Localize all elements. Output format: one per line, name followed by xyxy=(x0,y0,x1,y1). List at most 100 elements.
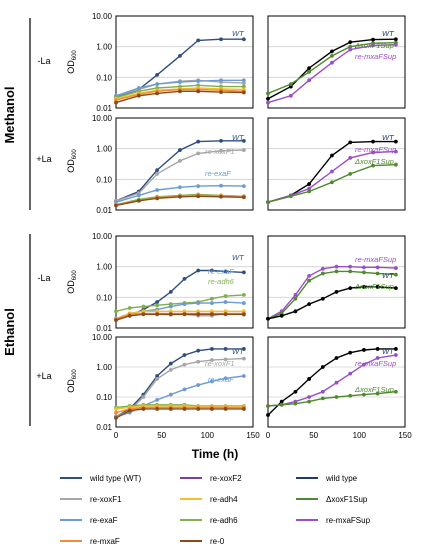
data-point xyxy=(330,49,334,54)
data-point xyxy=(307,78,311,83)
data-point xyxy=(155,73,160,77)
ylabel-sub: 600 xyxy=(72,50,78,61)
data-point xyxy=(196,151,201,156)
ylabel-row1: OD600 xyxy=(66,50,78,74)
data-point xyxy=(241,347,246,351)
ethanol-label: Ethanol xyxy=(2,308,17,356)
data-point xyxy=(371,37,375,42)
data-point xyxy=(266,200,270,205)
legend-item: ΔxoxF1Sup xyxy=(296,495,368,504)
series-annotation: WT xyxy=(382,271,395,280)
data-point xyxy=(182,276,187,281)
y-tick-label: 0.10 xyxy=(96,73,112,82)
data-point xyxy=(307,273,311,278)
data-point xyxy=(307,182,311,186)
data-point xyxy=(393,272,398,277)
data-point xyxy=(393,286,398,291)
y-tick-label: 10.00 xyxy=(92,232,113,241)
series-line xyxy=(115,406,244,414)
row4-condition: +La xyxy=(36,371,51,381)
plot-frame xyxy=(115,15,254,109)
data-point xyxy=(307,395,311,399)
data-point xyxy=(393,347,398,351)
series-line xyxy=(267,354,397,407)
plot-frame xyxy=(115,235,254,329)
y-tick-label: 0.10 xyxy=(96,175,112,184)
data-point xyxy=(241,138,246,143)
data-point xyxy=(307,70,311,74)
data-point xyxy=(348,140,353,145)
data-point xyxy=(210,301,214,305)
legend-label: re-xoxF2 xyxy=(210,474,242,483)
data-point xyxy=(155,168,160,173)
data-point xyxy=(293,389,298,394)
data-point xyxy=(241,195,246,200)
data-point xyxy=(223,312,228,317)
data-point xyxy=(371,163,375,168)
y-tick-label: 10.00 xyxy=(92,114,113,123)
data-point xyxy=(307,189,311,194)
data-point xyxy=(127,313,132,318)
x-tick-label: 50 xyxy=(157,431,166,440)
ylabel-row3: OD600 xyxy=(66,270,78,294)
legend-item: re-mxaF xyxy=(60,537,120,546)
data-point xyxy=(196,359,201,364)
data-point xyxy=(241,293,246,297)
data-point xyxy=(178,53,182,58)
data-point xyxy=(155,398,160,402)
y-tick-label: 10.00 xyxy=(92,333,113,342)
x-tick-label: 100 xyxy=(353,431,367,440)
x-tick-label: 150 xyxy=(398,431,412,440)
data-point xyxy=(293,309,298,314)
data-point xyxy=(178,80,182,84)
data-point xyxy=(279,402,284,407)
data-point xyxy=(168,361,173,366)
series-annotation: ΔxoxF1Sup xyxy=(354,385,394,394)
data-point xyxy=(196,312,201,317)
data-point xyxy=(223,294,228,298)
data-point xyxy=(178,148,182,152)
data-point xyxy=(241,312,246,317)
data-point xyxy=(168,304,173,309)
y-tick-label: 0.01 xyxy=(96,423,112,432)
series-line xyxy=(267,270,396,320)
data-point xyxy=(219,78,223,83)
ylabel-sub: 600 xyxy=(72,270,78,281)
data-point xyxy=(114,410,118,415)
data-point xyxy=(266,100,270,105)
data-point xyxy=(168,392,173,397)
legend-label: re-mxaFSup xyxy=(326,516,371,525)
legend-item: re-xoxF1 xyxy=(60,495,122,504)
data-point xyxy=(348,172,353,176)
series-annotation: WT xyxy=(382,29,395,38)
data-point xyxy=(320,266,325,271)
data-point xyxy=(241,37,246,42)
data-point xyxy=(334,264,339,269)
series-annotation: re-exaF xyxy=(205,169,231,178)
series-annotation: re-xoxF1 xyxy=(205,359,235,368)
data-point xyxy=(348,47,353,52)
ylabel-sub: 600 xyxy=(72,369,78,380)
data-point xyxy=(210,347,214,351)
data-point xyxy=(348,286,353,291)
chart-panel: 0.01 0.10 1.00 10.00 0 50 100 150 WT re-xoxF1 re-e… xyxy=(92,333,260,440)
data-point xyxy=(348,155,353,160)
data-point xyxy=(155,312,160,317)
y-tick-label: 10.00 xyxy=(92,12,113,21)
legend-item: wild type (WT) xyxy=(60,474,141,483)
data-point xyxy=(334,290,339,294)
data-point xyxy=(210,296,214,301)
legend-label: wild type (WT) xyxy=(89,474,141,483)
data-point xyxy=(362,362,366,367)
data-point xyxy=(393,162,398,167)
series-annotation: re-exaF xyxy=(208,375,234,384)
chart-panel: 0.01 0.10 1.00 10.00 WT xyxy=(92,12,254,113)
series-annotation: WT xyxy=(382,347,395,356)
data-point xyxy=(155,172,160,176)
data-point xyxy=(348,44,353,49)
data-point xyxy=(168,290,173,294)
data-point xyxy=(210,407,214,411)
series-annotation: ΔxoxF1Sup xyxy=(354,282,394,291)
data-point xyxy=(210,268,214,273)
